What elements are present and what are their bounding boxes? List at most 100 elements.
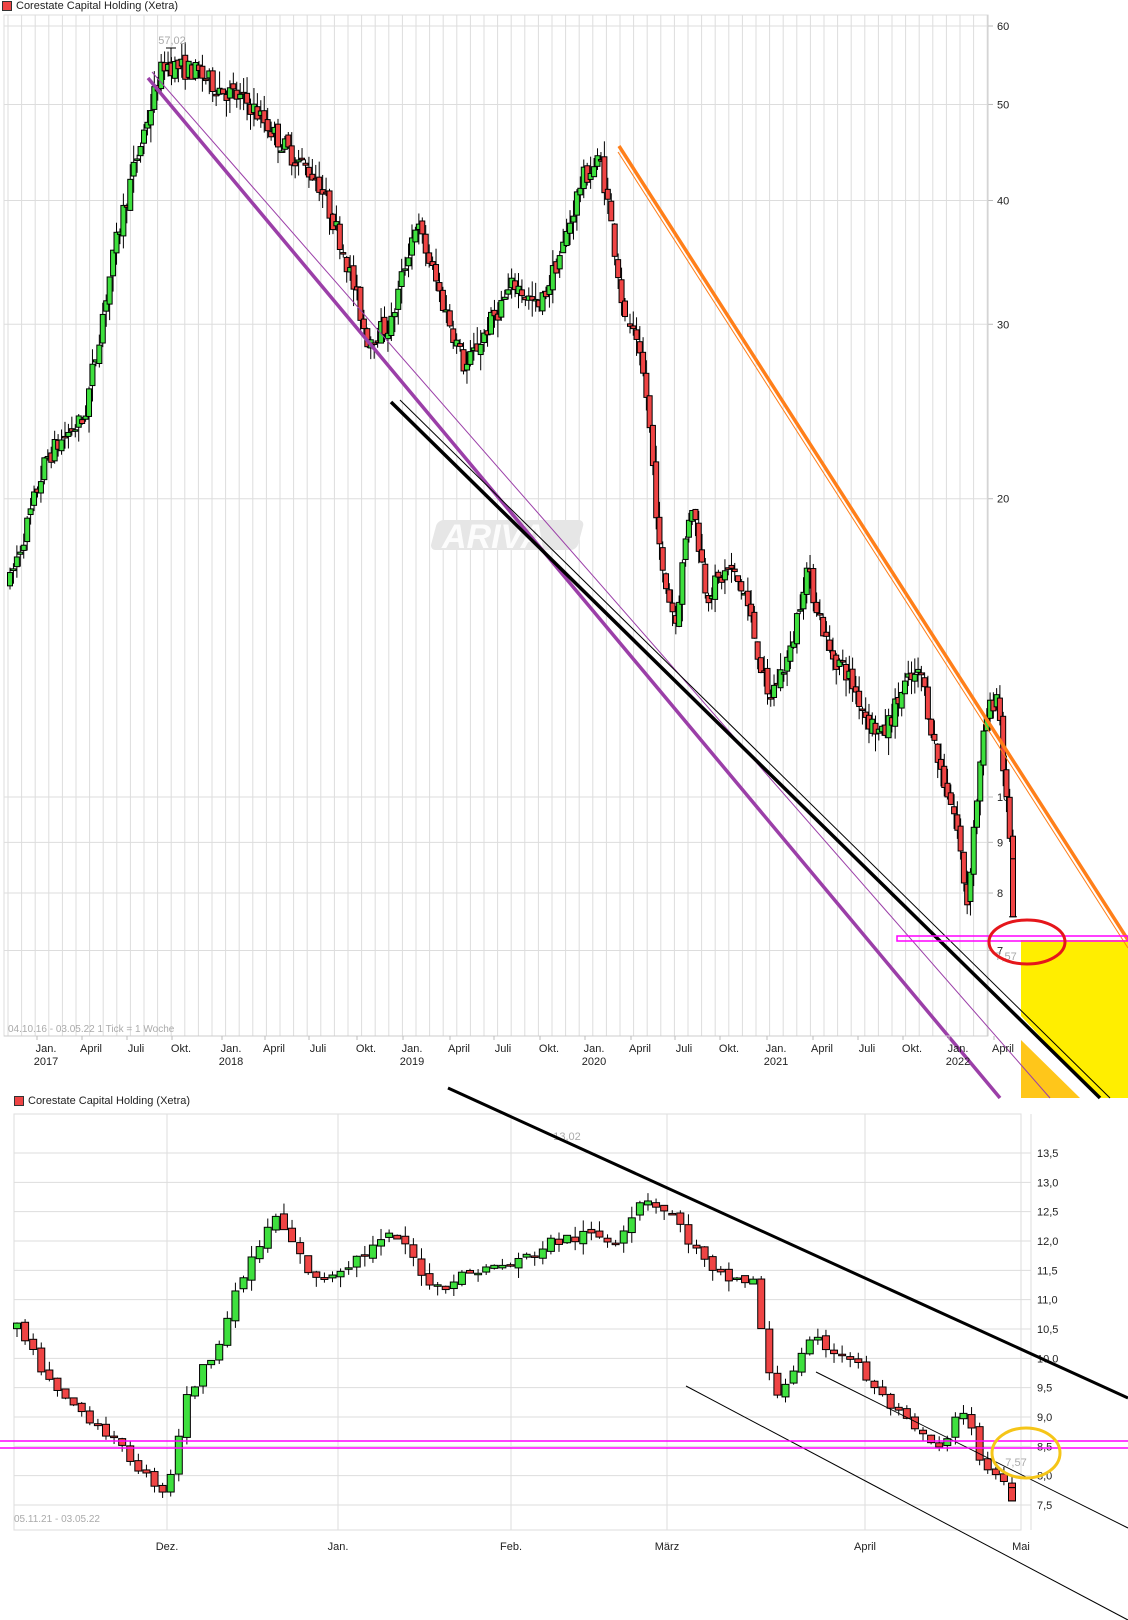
candle: [295, 159, 302, 163]
candle: [150, 1471, 159, 1487]
candle: [101, 1423, 110, 1437]
candle: [220, 88, 227, 95]
candle: [983, 1458, 992, 1471]
candle: [744, 590, 751, 607]
legend-swatch-icon: [2, 1, 12, 11]
candle: [797, 1352, 806, 1373]
candle: [10, 568, 17, 572]
support-band: [896, 935, 1128, 942]
candle: [539, 292, 546, 312]
x-axis-label: April: [263, 1043, 285, 1055]
candle: [765, 1328, 774, 1374]
candle: [505, 289, 512, 295]
candle: [716, 1268, 725, 1273]
y-axis-label: 7: [997, 945, 1003, 957]
candle: [563, 1234, 572, 1244]
candle: [805, 1339, 814, 1355]
candle: [391, 312, 398, 318]
candle: [292, 162, 299, 167]
candle: [182, 1394, 191, 1438]
candle: [708, 1256, 717, 1271]
candle: [627, 1217, 636, 1234]
candle: [702, 563, 709, 594]
candle: [941, 765, 948, 788]
weekly-candlestick-plot[interactable]: 605040302010987ARIVA57,027,57Jan.2017Apr…: [0, 0, 1128, 1100]
candle: [546, 1237, 555, 1252]
candle: [166, 1473, 175, 1493]
candle: [24, 517, 31, 543]
candle: [622, 300, 628, 318]
candle: [567, 222, 574, 234]
candle: [264, 119, 271, 132]
daily-chart: Corestate Capital Holding (Xetra) 13,5 13…: [0, 1086, 1128, 1620]
candle: [31, 491, 38, 506]
candle: [453, 339, 460, 347]
candle: [595, 1230, 604, 1238]
candle: [636, 341, 643, 354]
x-axis-label: April: [80, 1043, 102, 1055]
resistance-trend-line: [447, 1086, 1128, 1400]
candle: [263, 1226, 272, 1249]
candle: [239, 1277, 248, 1290]
x-axis-label: April: [629, 1043, 651, 1055]
candle: [738, 581, 745, 592]
candle: [870, 1380, 879, 1389]
candle: [529, 296, 536, 301]
candle: [296, 1242, 305, 1255]
candle: [728, 564, 735, 569]
y-axis-label: 12,5: [1037, 1207, 1058, 1219]
candle: [61, 1388, 70, 1399]
candle: [450, 328, 457, 343]
candle: [751, 611, 758, 639]
candle: [17, 551, 24, 555]
candle: [892, 698, 899, 727]
x-axis-label: Dez.: [156, 1541, 179, 1553]
candle: [944, 782, 951, 798]
candle: [409, 1244, 418, 1258]
candle: [474, 1272, 483, 1276]
candle: [429, 261, 436, 267]
daily-candlestick-plot[interactable]: 13,513,012,512,011,511,010,510,09,59,08,…: [0, 1086, 1128, 1620]
candle: [518, 289, 525, 297]
y-axis-label: 40: [997, 195, 1009, 207]
candle: [45, 1369, 54, 1380]
candle: [721, 570, 728, 581]
x-axis-label: Juli: [310, 1043, 327, 1055]
candle: [918, 672, 925, 676]
candle: [65, 431, 72, 437]
candle: [764, 667, 771, 695]
candle: [360, 1254, 369, 1257]
candle: [309, 173, 316, 181]
candle: [577, 187, 584, 196]
candle: [784, 656, 791, 672]
candle: [439, 289, 446, 311]
candle: [199, 1364, 208, 1387]
candle: [512, 280, 519, 291]
candle: [199, 65, 206, 79]
candle: [13, 556, 20, 568]
candle: [663, 573, 670, 590]
candle: [839, 660, 846, 663]
candle: [816, 613, 823, 616]
candle: [700, 1246, 709, 1260]
x-axis-year: 2017: [34, 1056, 58, 1068]
candle: [935, 1442, 944, 1448]
legend-swatch-icon: [14, 1096, 24, 1106]
candle: [343, 256, 350, 273]
candle: [573, 191, 580, 216]
candle: [21, 1321, 30, 1342]
lower-channel-line-thick: [146, 76, 1002, 1100]
y-axis-label: 60: [997, 21, 1009, 33]
candle: [715, 571, 722, 578]
x-axis-year: 2022: [946, 1056, 970, 1068]
y-axis-label: 9,5: [1037, 1383, 1052, 1395]
candle: [466, 1269, 475, 1274]
candle: [826, 639, 833, 651]
candle: [304, 1255, 313, 1274]
x-axis-label: April: [811, 1043, 833, 1055]
candle: [856, 690, 863, 708]
candle: [69, 1397, 78, 1406]
candle: [457, 343, 464, 347]
candle: [885, 715, 892, 739]
candle: [872, 722, 879, 735]
